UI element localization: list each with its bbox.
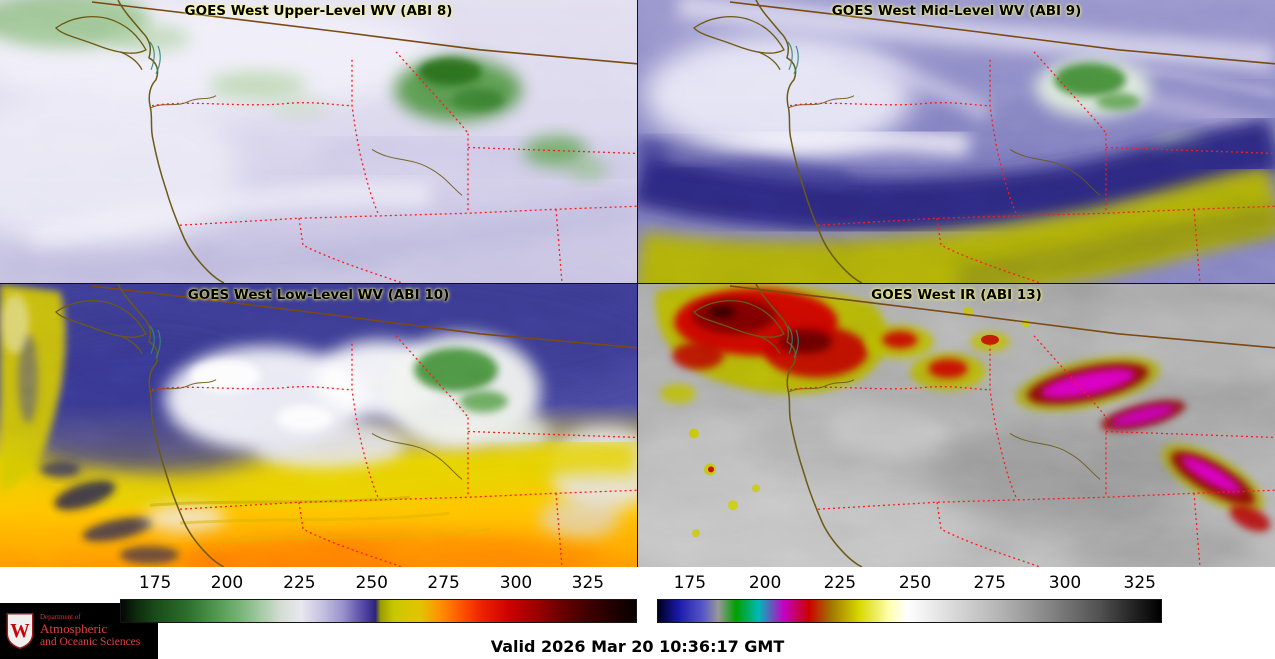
panel-abi13: GOES West IR (ABI 13): [638, 284, 1275, 567]
tick-label: 325: [1123, 573, 1156, 593]
tick-label: 175: [138, 573, 172, 593]
tick-label: 250: [898, 573, 932, 593]
panel-abi10: GOES West Low-Level WV (ABI 10): [0, 284, 637, 567]
abi9-imagery: [638, 0, 1275, 283]
map-overlays: [55, 284, 637, 567]
panel-title-abi8: GOES West Upper-Level WV (ABI 8): [184, 3, 453, 19]
tick-label: 200: [210, 573, 244, 593]
tick-label: 275: [973, 573, 1007, 593]
valid-time: Valid 2026 Mar 20 10:36:17 GMT: [490, 637, 785, 656]
map-overlays: [693, 284, 1275, 567]
tick-label: 300: [499, 573, 533, 593]
colorbar-ir-block: 175 200 225 250 275 300 325: [657, 571, 1162, 623]
abi13-imagery: [638, 284, 1275, 567]
map-overlays: [693, 0, 1275, 283]
tick-label: 175: [673, 573, 707, 593]
colorbar-wv: [120, 599, 637, 623]
logo-line1: Atmospheric: [40, 620, 108, 636]
tick-label: 200: [748, 573, 782, 593]
colorbar-wv-block: 175 200 225 250 275 300 325: [120, 571, 637, 623]
tick-label: 250: [355, 573, 388, 593]
logo-line2: and Oceanic Sciences: [40, 635, 141, 648]
tick-label: 225: [283, 573, 316, 593]
satellite-4panel-grid: GOES West Upper-Level WV (ABI 8): [0, 0, 1275, 567]
colorbar-wv-ticks: 175 200 225 250 275 300 325: [120, 571, 637, 599]
logo-text: Department of Atmospheric and Oceanic Sc…: [40, 613, 141, 648]
uw-crest-icon: W: [6, 613, 34, 650]
colorbar-ir-ticks: 175 200 225 250 275 300 325: [657, 571, 1162, 599]
panel-title-abi10: GOES West Low-Level WV (ABI 10): [187, 287, 450, 303]
map-overlays: [55, 0, 637, 283]
panel-title-abi9: GOES West Mid-Level WV (ABI 9): [831, 3, 1082, 19]
panel-abi9: GOES West Mid-Level WV (ABI 9): [638, 0, 1275, 283]
tick-label: 325: [571, 573, 605, 593]
tick-label: 300: [1048, 573, 1082, 593]
panel-abi8: GOES West Upper-Level WV (ABI 8): [0, 0, 637, 283]
tick-label: 225: [823, 573, 857, 593]
tick-label: 275: [427, 573, 460, 593]
crest-letter: W: [10, 621, 30, 642]
panel-title-abi13: GOES West IR (ABI 13): [871, 287, 1042, 303]
colorbar-ir: [657, 599, 1162, 623]
logo-dept-prefix: Department of: [40, 613, 81, 621]
footer: 175 200 225 250 275 300 325 175 200 225 250 275 300…: [0, 567, 1275, 659]
abi10-imagery: [0, 284, 637, 567]
abi8-imagery: [0, 0, 637, 283]
